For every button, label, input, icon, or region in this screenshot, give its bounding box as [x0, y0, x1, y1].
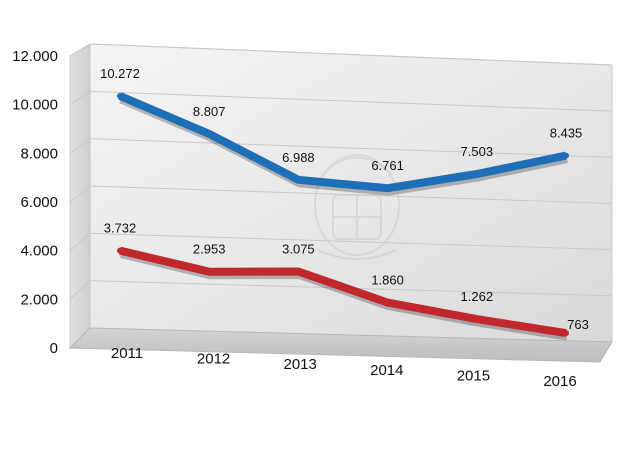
data-point — [117, 247, 123, 254]
series-line — [119, 246, 567, 338]
y-tick-label: 8.000 — [20, 145, 58, 162]
data-label: 3.075 — [282, 242, 315, 257]
chart-side-wall — [69, 43, 91, 350]
data-label: 763 — [567, 317, 589, 332]
data-point — [206, 268, 213, 275]
data-point — [384, 185, 391, 192]
data-point — [473, 316, 480, 323]
data-label: 1.860 — [371, 273, 404, 288]
gridline-side — [69, 43, 91, 57]
x-tick-label: 2012 — [197, 351, 230, 368]
data-label: 6.761 — [371, 158, 404, 173]
gridline-side — [69, 138, 91, 154]
y-tick-label: 10.000 — [12, 97, 58, 114]
y-tick-label: 0 — [50, 340, 58, 357]
gridline-side — [69, 185, 91, 203]
gridline-side — [69, 280, 91, 300]
x-tick-label: 2016 — [543, 373, 576, 390]
series-line — [118, 92, 567, 193]
x-tick-label: 2011 — [111, 345, 143, 362]
gridline — [89, 138, 613, 158]
x-tick-label: 2014 — [370, 362, 403, 379]
chart-back-wall — [89, 43, 613, 343]
data-label: 10.272 — [100, 66, 140, 81]
data-label: 8.435 — [550, 126, 583, 141]
gridline — [89, 90, 613, 112]
x-tick-label: 2015 — [457, 367, 490, 384]
x-tick-label: 2013 — [284, 356, 317, 373]
data-point — [563, 330, 569, 337]
data-label: 8.807 — [193, 104, 226, 119]
data-label: 2.953 — [193, 242, 226, 257]
gridline-side — [69, 90, 91, 106]
gridline — [89, 43, 613, 66]
data-label: 3.732 — [104, 221, 137, 236]
y-tick-label: 4.000 — [20, 243, 58, 260]
y-tick-label: 12.000 — [12, 48, 58, 65]
data-label: 7.503 — [461, 144, 494, 159]
data-point — [295, 176, 302, 183]
gridline-side — [69, 232, 91, 252]
data-point — [117, 93, 123, 100]
gridline — [89, 232, 613, 251]
data-point — [473, 171, 480, 178]
chart-floor — [68, 327, 613, 363]
data-label: 6.988 — [282, 150, 315, 165]
data-point — [563, 152, 569, 159]
data-point — [384, 299, 391, 306]
gridline — [89, 185, 613, 204]
data-point — [206, 130, 213, 137]
data-point — [295, 268, 302, 275]
y-tick-label: 6.000 — [20, 194, 58, 211]
y-tick-label: 2.000 — [20, 291, 58, 308]
data-label: 1.262 — [461, 289, 494, 304]
